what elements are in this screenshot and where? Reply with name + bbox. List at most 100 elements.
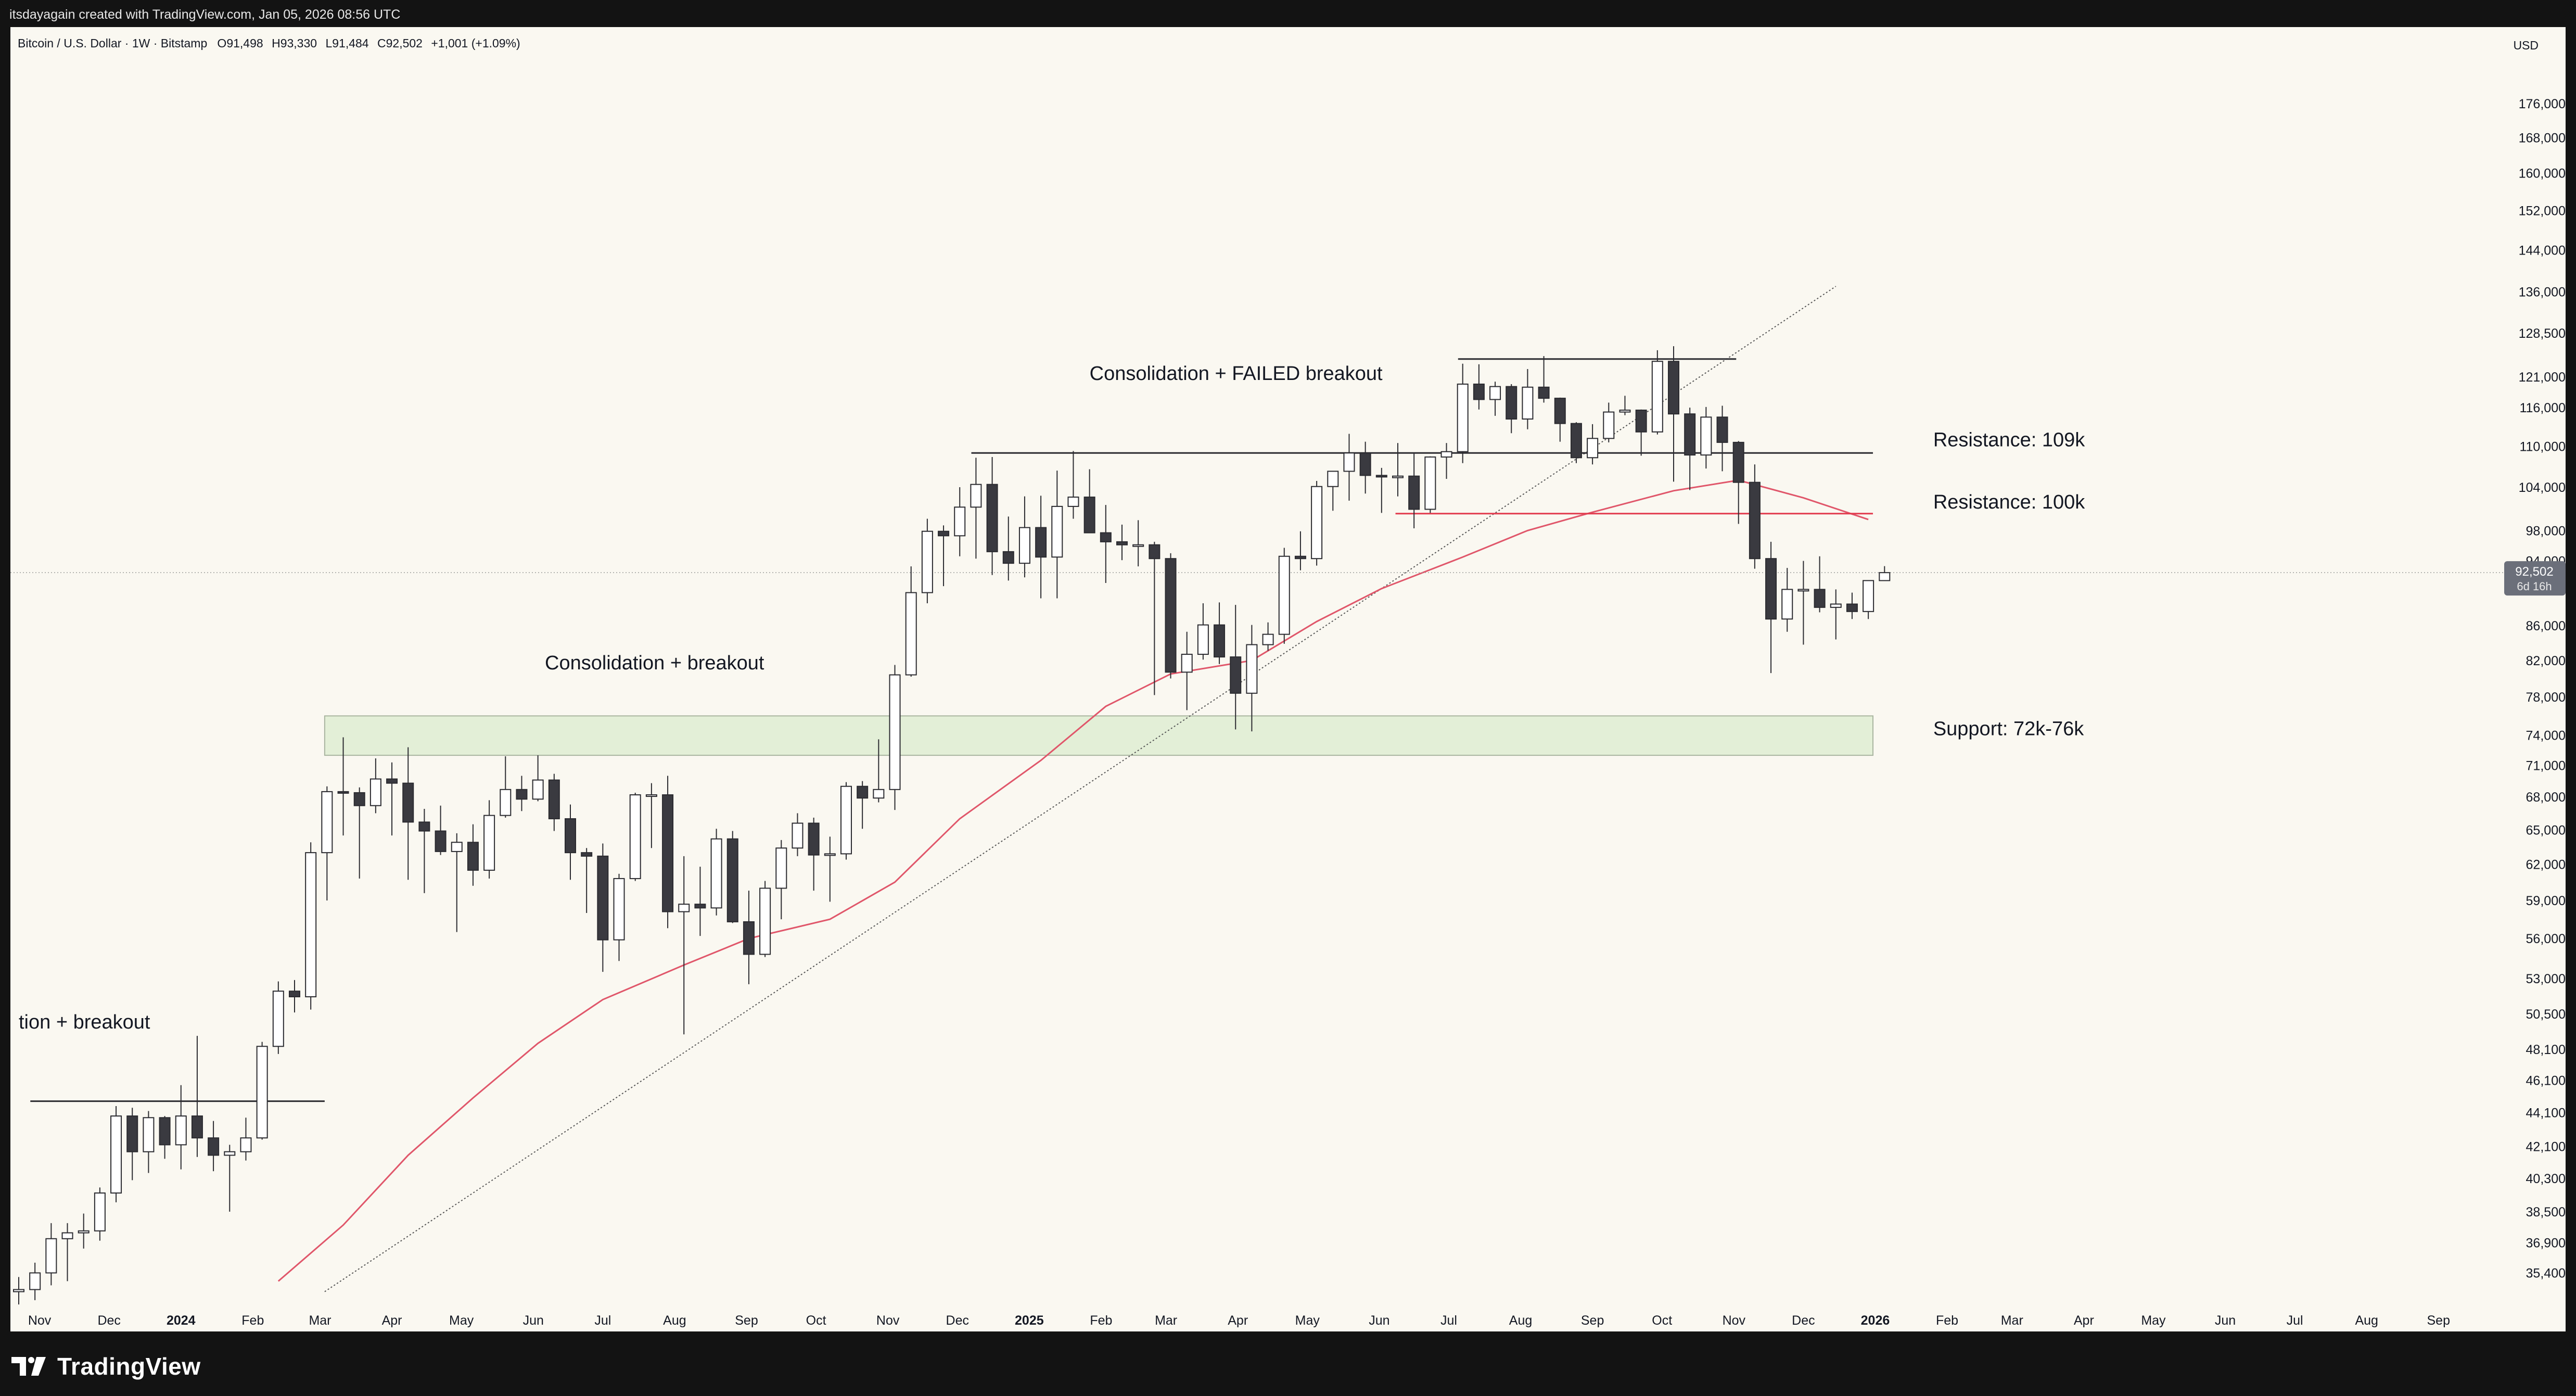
high-label: H [272, 36, 280, 50]
candle [581, 848, 593, 913]
y-tick-label: 42,100 [2526, 1140, 2566, 1154]
candle [1018, 496, 1030, 578]
candle-body [369, 778, 381, 806]
candle-body [532, 779, 544, 800]
candle [369, 758, 381, 814]
candle [1684, 408, 1696, 490]
low-label: L [325, 36, 333, 50]
symbol-legend[interactable]: Bitcoin / U.S. Dollar · 1W · Bitstamp O9… [18, 36, 526, 50]
candle-body [45, 1238, 57, 1274]
x-tick-label: Aug [1509, 1313, 1532, 1328]
candle-body [1863, 580, 1874, 612]
x-tick-label: Nov [876, 1313, 900, 1328]
change-value: +1,001 (+1.09%) [431, 36, 520, 50]
x-tick-label: Sep [735, 1313, 758, 1328]
y-tick-label: 65,000 [2526, 823, 2566, 837]
candle-body [1473, 383, 1485, 400]
candle-body [1457, 383, 1469, 452]
candle [402, 747, 414, 880]
candle [61, 1223, 73, 1281]
candle-body [467, 842, 479, 871]
candle-body [1619, 409, 1631, 413]
chart-frame[interactable]: Bitcoin / U.S. Dollar · 1W · Bitstamp O9… [10, 27, 2566, 1331]
candle-body [840, 785, 852, 855]
candle-body [435, 830, 447, 852]
candle-body [240, 1137, 252, 1152]
candle-body [418, 821, 430, 832]
candle [1700, 407, 1712, 469]
candle [418, 809, 430, 893]
candle [1732, 441, 1744, 524]
footer-bar: TradingView [0, 1331, 2576, 1396]
y-tick-label: 74,000 [2526, 729, 2566, 743]
candle-body [1035, 527, 1047, 558]
x-axis: Nov Dec 2024 Feb Mar Apr May Jun Jul Aug Sep Oct Nov… [28, 1313, 2450, 1328]
x-tick-label: Feb [241, 1313, 264, 1328]
candle [500, 756, 512, 818]
y-tick-label: 56,000 [2526, 932, 2566, 946]
candle-body [1051, 505, 1063, 558]
candle [256, 1042, 268, 1140]
candle-body [1506, 386, 1517, 420]
candle-body [94, 1192, 106, 1232]
candle [548, 773, 560, 831]
candle [840, 782, 852, 860]
candle-body [1408, 475, 1420, 510]
candle [743, 891, 755, 984]
tradingview-logo[interactable]: TradingView [11, 1352, 201, 1380]
candle [629, 792, 641, 881]
annotation-label: Consolidation + FAILED breakout [1090, 363, 1383, 385]
symbol-title: Bitcoin / U.S. Dollar · 1W · Bitstamp [18, 36, 208, 50]
y-tick-label: 59,000 [2526, 894, 2566, 908]
price-badge-countdown: 6d 16h [2517, 580, 2552, 593]
candle [1181, 631, 1193, 710]
price-chart[interactable]: Consolidation + FAILED breakout Consolida… [10, 27, 2566, 1331]
candle [516, 776, 528, 811]
candle-body [29, 1272, 41, 1290]
candle-body [921, 530, 933, 593]
candle-body [954, 506, 966, 537]
candle-body [792, 822, 804, 849]
candle-body [1684, 413, 1696, 456]
candle-body [581, 852, 593, 857]
candle [1522, 369, 1534, 429]
candle-body [759, 887, 771, 955]
candle [1165, 553, 1177, 679]
candle-body [1262, 633, 1274, 645]
x-tick-label: Dec [97, 1313, 120, 1328]
candle-body [1214, 624, 1226, 658]
candle-body [1165, 558, 1177, 673]
y-tick-label: 36,900 [2526, 1236, 2566, 1250]
candle-body [743, 921, 755, 955]
candle [1554, 397, 1566, 442]
candle-body [386, 778, 398, 784]
candle-body [1538, 386, 1550, 399]
x-tick-label: Apr [2074, 1313, 2094, 1328]
candle-body [110, 1115, 122, 1194]
candle [1814, 556, 1826, 613]
chart-caption: itsdayagain created with TradingView.com… [9, 7, 401, 22]
candle [1262, 622, 1274, 651]
candle [1473, 364, 1485, 410]
currency-label[interactable]: USD [2513, 39, 2539, 52]
candle-body [1246, 644, 1258, 694]
candle-body [256, 1046, 268, 1139]
candle [1651, 350, 1663, 435]
price-badge [2504, 561, 2566, 596]
candle-body [905, 592, 917, 676]
price-badge-value: 92,502 [2515, 565, 2553, 579]
y-tick-label: 50,500 [2526, 1007, 2566, 1022]
candle [1067, 451, 1079, 519]
x-tick-label: Mar [1155, 1313, 1177, 1328]
x-tick-label: May [449, 1313, 474, 1328]
candle-body [1635, 409, 1647, 433]
candle [1846, 592, 1858, 619]
candle [1246, 625, 1258, 732]
candle-body [1603, 411, 1615, 439]
candle-body [1668, 361, 1679, 415]
y-tick-label: 168,000 [2519, 131, 2566, 145]
candle-body [645, 794, 657, 797]
candle [1749, 464, 1761, 569]
support-zone [324, 715, 1874, 756]
candle [775, 840, 787, 920]
